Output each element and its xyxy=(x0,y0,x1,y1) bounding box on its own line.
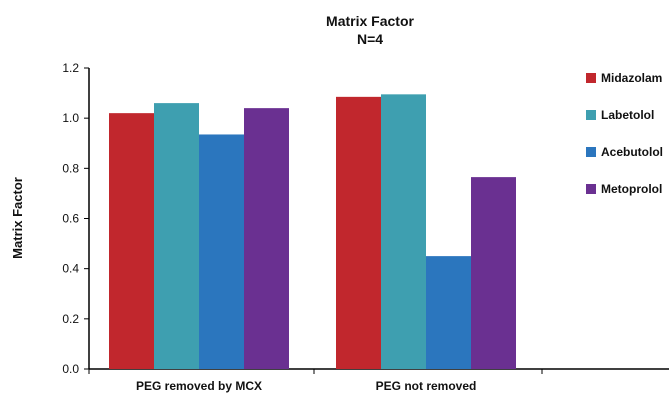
chart-title: Matrix Factor xyxy=(326,13,414,29)
legend-label-midazolam: Midazolam xyxy=(601,71,662,85)
y-tick-label: 0.8 xyxy=(62,161,79,175)
bar-acebutolol-1 xyxy=(199,134,244,369)
bar-metoprolol-1 xyxy=(244,108,289,369)
x-axis xyxy=(88,368,669,374)
category-labels: PEG removed by MCX PEG not removed xyxy=(136,379,476,393)
legend-swatch-acebutolol xyxy=(586,147,596,157)
bar-labetolol-2 xyxy=(381,94,426,370)
legend: Midazolam Labetolol Acebutolol Metoprolol xyxy=(586,71,663,196)
y-axis-title: Matrix Factor xyxy=(10,177,25,259)
legend-label-metoprolol: Metoprolol xyxy=(601,182,662,196)
chart-subtitle: N=4 xyxy=(357,31,383,47)
legend-swatch-midazolam xyxy=(586,73,596,83)
x-category-label: PEG not removed xyxy=(376,379,477,393)
x-category-label: PEG removed by MCX xyxy=(136,379,262,393)
bar-midazolam-1 xyxy=(109,113,154,370)
y-tick-label: 1.0 xyxy=(62,111,79,125)
bar-acebutolol-2 xyxy=(426,256,471,369)
legend-swatch-metoprolol xyxy=(586,184,596,194)
y-tick-label: 0.6 xyxy=(62,212,79,226)
y-tick-label: 0.0 xyxy=(62,362,79,376)
bars-group xyxy=(109,94,516,370)
bar-labetolol-1 xyxy=(154,103,199,369)
bar-metoprolol-2 xyxy=(471,177,516,369)
y-tick-label: 0.2 xyxy=(62,312,79,326)
y-axis: 0.0 0.2 0.4 0.6 0.8 1.0 1.2 xyxy=(62,61,90,376)
y-tick-label: 0.4 xyxy=(62,262,79,276)
legend-label-acebutolol: Acebutolol xyxy=(601,145,663,159)
bar-midazolam-2 xyxy=(336,96,381,370)
legend-label-labetolol: Labetolol xyxy=(601,108,654,122)
y-tick-label: 1.2 xyxy=(62,61,79,75)
legend-swatch-labetolol xyxy=(586,110,596,120)
